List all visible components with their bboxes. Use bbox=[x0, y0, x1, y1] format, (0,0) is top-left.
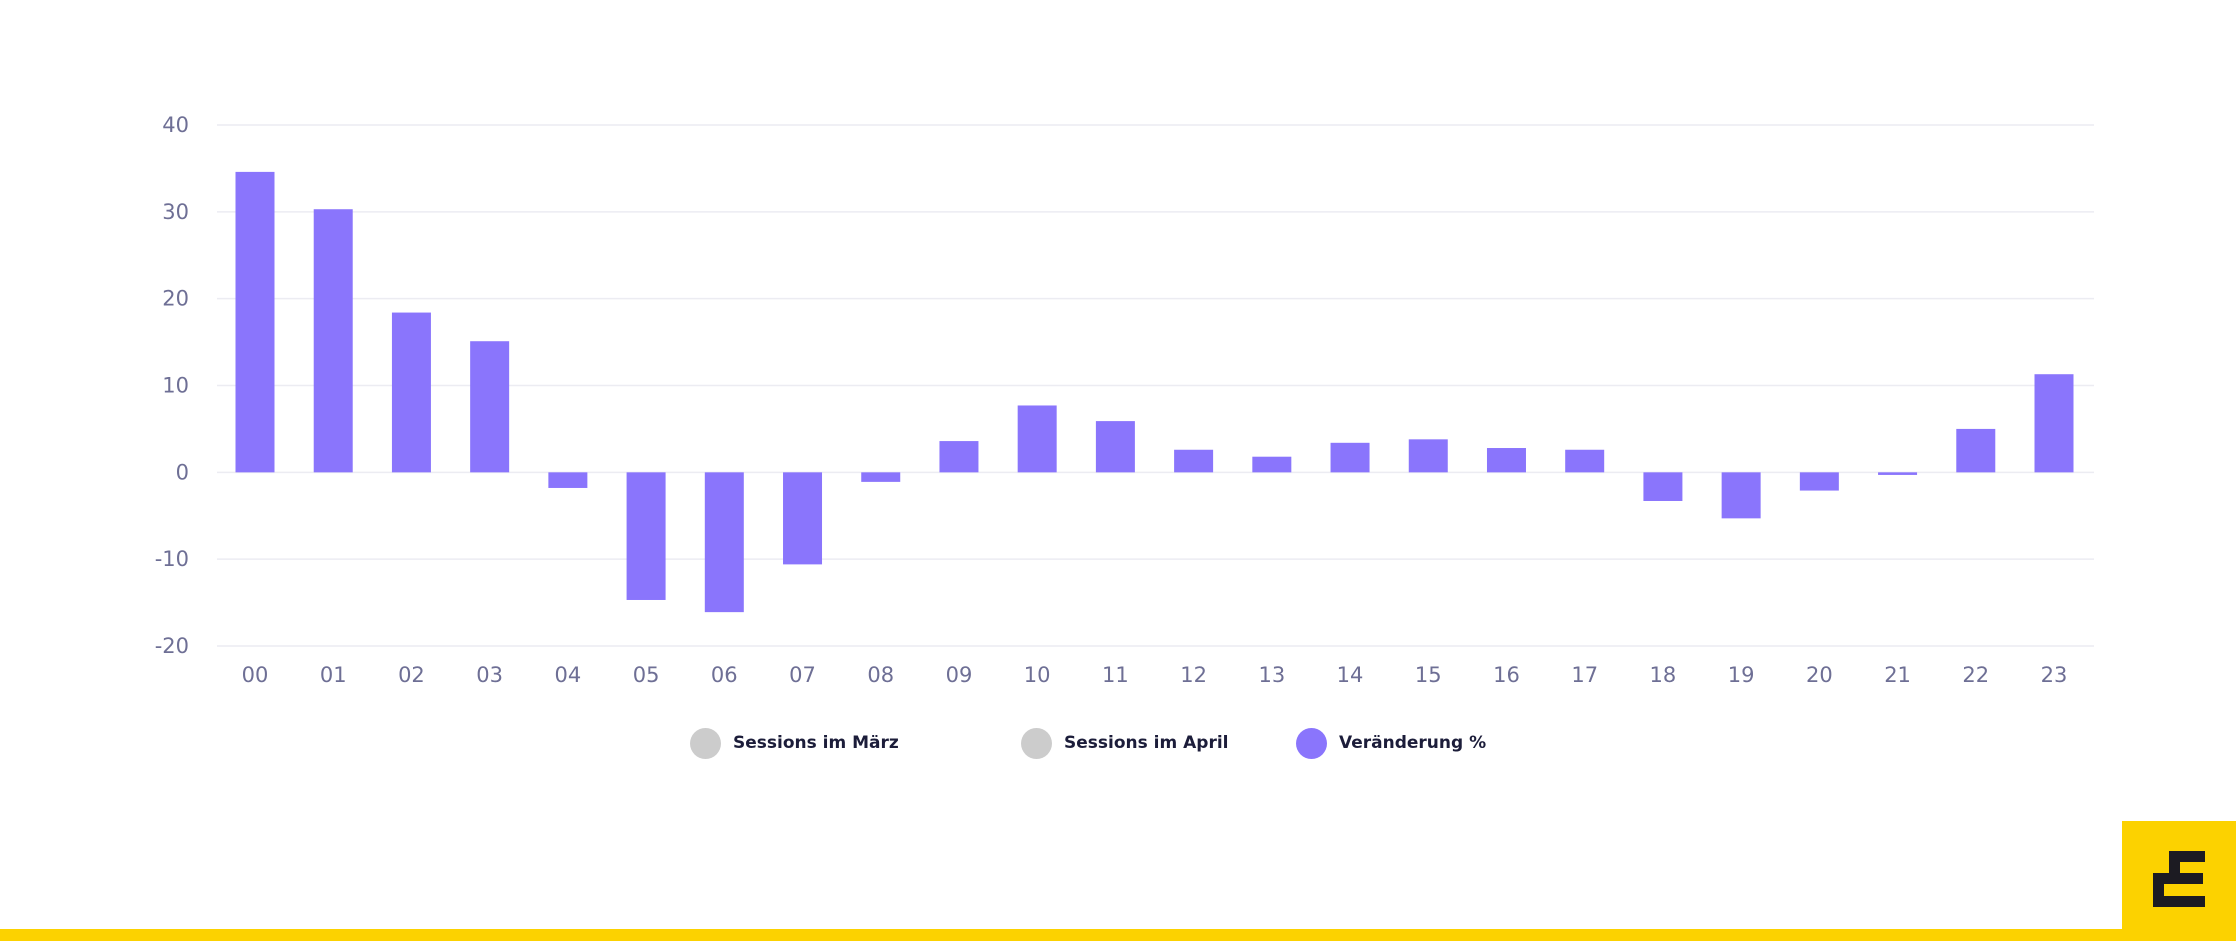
bar-09[interactable] bbox=[939, 441, 979, 473]
x-tick-label: 03 bbox=[476, 663, 503, 687]
y-tick-label: 30 bbox=[162, 200, 189, 224]
bar-01[interactable] bbox=[313, 209, 353, 473]
legend-label: Veränderung % bbox=[1339, 733, 1487, 753]
legend-item-sessions-maerz[interactable]: Sessions im März bbox=[690, 726, 899, 760]
brand-logo-icon bbox=[2153, 851, 2205, 907]
bar-07[interactable] bbox=[783, 472, 823, 565]
y-tick-label: 10 bbox=[162, 374, 189, 398]
bar-14[interactable] bbox=[1330, 442, 1370, 473]
x-tick-label: 10 bbox=[1024, 663, 1051, 687]
chart-legend: Sessions im März Sessions im April Verän… bbox=[0, 726, 2236, 766]
x-tick-label: 19 bbox=[1728, 663, 1755, 687]
x-tick-label: 20 bbox=[1806, 663, 1833, 687]
legend-swatch-icon bbox=[690, 727, 721, 759]
bar-05[interactable] bbox=[626, 472, 666, 600]
y-axis: 40 30 20 10 0 -10 -20 bbox=[155, 113, 189, 658]
x-tick-label: 15 bbox=[1415, 663, 1442, 687]
x-tick-label: 16 bbox=[1493, 663, 1520, 687]
bar-19[interactable] bbox=[1721, 472, 1761, 519]
x-tick-label: 07 bbox=[789, 663, 816, 687]
bars bbox=[235, 171, 2074, 613]
x-tick-label: 23 bbox=[2041, 663, 2068, 687]
bar-15[interactable] bbox=[1408, 439, 1448, 473]
bar-17[interactable] bbox=[1565, 449, 1605, 473]
bar-10[interactable] bbox=[1017, 405, 1057, 473]
bar-21[interactable] bbox=[1878, 472, 1918, 475]
y-tick-label: 40 bbox=[162, 113, 189, 137]
x-tick-label: 05 bbox=[633, 663, 660, 687]
bar-11[interactable] bbox=[1095, 421, 1135, 473]
bar-20[interactable] bbox=[1799, 472, 1839, 491]
bar-22[interactable] bbox=[1956, 428, 1996, 473]
legend-swatch-icon bbox=[1296, 727, 1327, 759]
legend-item-veraenderung[interactable]: Veränderung % bbox=[1296, 726, 1486, 760]
x-tick-label: 13 bbox=[1258, 663, 1285, 687]
x-tick-label: 12 bbox=[1180, 663, 1207, 687]
bar-12[interactable] bbox=[1174, 449, 1214, 473]
x-tick-label: 14 bbox=[1337, 663, 1364, 687]
x-tick-label: 11 bbox=[1102, 663, 1129, 687]
x-tick-label: 01 bbox=[320, 663, 347, 687]
x-tick-label: 18 bbox=[1650, 663, 1677, 687]
brand-logo-badge bbox=[2122, 821, 2236, 941]
legend-item-sessions-april[interactable]: Sessions im April bbox=[1021, 726, 1228, 760]
bar-23[interactable] bbox=[2034, 374, 2074, 473]
bar-03[interactable] bbox=[470, 341, 510, 473]
bottom-accent-bar bbox=[0, 929, 2236, 941]
x-tick-label: 08 bbox=[867, 663, 894, 687]
gridlines bbox=[217, 124, 2094, 647]
x-tick-label: 17 bbox=[1571, 663, 1598, 687]
bar-18[interactable] bbox=[1643, 472, 1683, 501]
x-tick-label: 02 bbox=[398, 663, 425, 687]
y-tick-label: -20 bbox=[155, 634, 189, 658]
bar-13[interactable] bbox=[1252, 456, 1292, 473]
x-tick-label: 04 bbox=[555, 663, 582, 687]
legend-swatch-icon bbox=[1021, 727, 1052, 759]
bar-04[interactable] bbox=[548, 472, 588, 488]
y-tick-label: -10 bbox=[155, 547, 189, 571]
y-tick-label: 0 bbox=[176, 460, 189, 484]
bar-08[interactable] bbox=[861, 472, 901, 482]
y-tick-label: 20 bbox=[162, 287, 189, 311]
x-tick-label: 06 bbox=[711, 663, 738, 687]
x-tick-label: 09 bbox=[946, 663, 973, 687]
bar-06[interactable] bbox=[704, 472, 744, 613]
x-axis: 00 01 02 03 04 05 06 07 08 09 10 11 12 13 14 15 16 17 18 19… bbox=[242, 663, 2068, 687]
bar-00[interactable] bbox=[235, 171, 275, 473]
legend-label: Sessions im März bbox=[733, 733, 899, 753]
x-tick-label: 21 bbox=[1884, 663, 1911, 687]
legend-label: Sessions im April bbox=[1064, 733, 1229, 753]
x-tick-label: 00 bbox=[242, 663, 269, 687]
x-tick-label: 22 bbox=[1962, 663, 1989, 687]
bar-16[interactable] bbox=[1486, 448, 1526, 473]
bar-02[interactable] bbox=[391, 312, 431, 473]
